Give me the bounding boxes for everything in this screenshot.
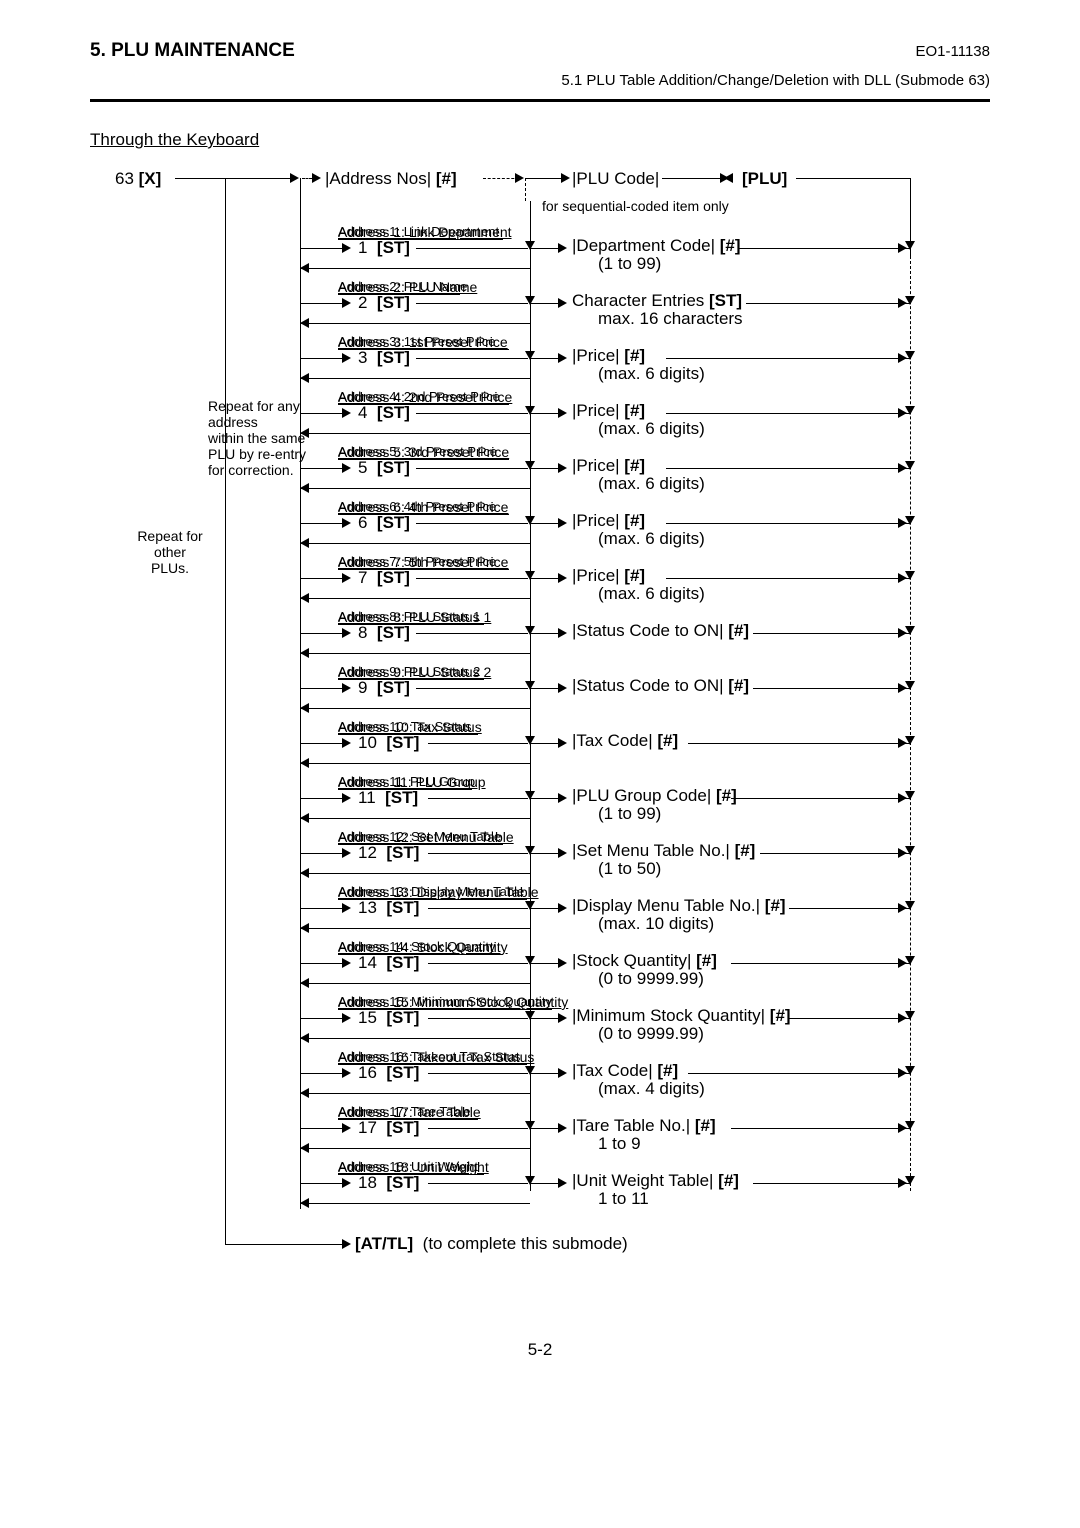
flow-diagram: 63 [X]|Address Nos| [#]|PLU Code|[PLU]fo…: [90, 168, 990, 1338]
document-id: EO1-11138: [916, 43, 991, 60]
header-rule: [90, 99, 990, 102]
header-row: 5. PLU MAINTENANCE EO1-11138: [90, 40, 990, 62]
subtitle: 5.1 PLU Table Addition/Change/Deletion w…: [90, 72, 990, 89]
page: 5. PLU MAINTENANCE EO1-11138 5.1 PLU Tab…: [90, 40, 990, 1338]
page-number: 5-2: [90, 1340, 990, 1360]
keyboard-title: Through the Keyboard: [90, 130, 990, 150]
section-title: 5. PLU MAINTENANCE: [90, 40, 295, 62]
